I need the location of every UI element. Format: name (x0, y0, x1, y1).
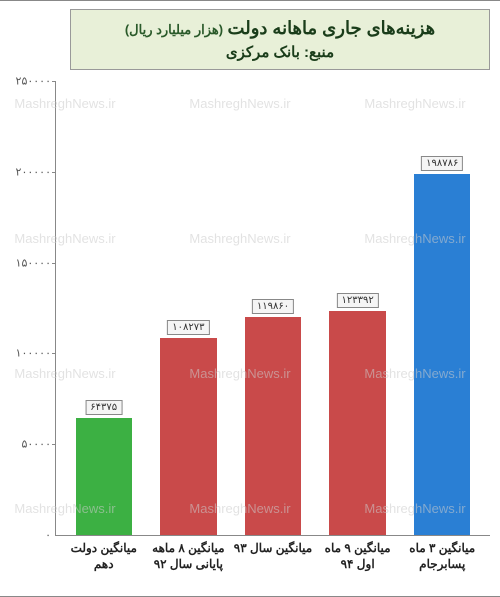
y-tick-label: ۱۰۰۰۰۰ (6, 347, 51, 360)
bar: ۱۹۸۷۸۶ (414, 174, 470, 535)
y-tick-label: ۰ (6, 529, 51, 542)
y-tick-mark (52, 353, 56, 354)
bar-value-label: ۱۰۸۲۷۳ (167, 320, 209, 335)
bar-value-label: ۱۹۸۷۸۶ (421, 156, 463, 171)
x-axis-label: میانگین ۸ ماهه پایانی سال ۹۲ (146, 541, 231, 572)
chart-title-main: هزینه‌های جاری ماهانه دولت (228, 18, 436, 38)
x-axis-label: میانگین ۳ ماه پسابرجام (400, 541, 485, 572)
x-axis-label: میانگین دولت دهم (61, 541, 146, 572)
chart-container: هزینه‌های جاری ماهانه دولت (هزار میلیارد… (0, 0, 500, 597)
bar-value-label: ۶۴۳۷۵ (85, 400, 122, 415)
bar-value-label: ۱۱۹۸۶۰ (252, 299, 294, 314)
chart-title-box: هزینه‌های جاری ماهانه دولت (هزار میلیارد… (70, 9, 490, 70)
y-tick-label: ۲۰۰۰۰۰ (6, 165, 51, 178)
bar-value-label: ۱۲۳۳۹۲ (336, 293, 378, 308)
chart-title-source: منبع: بانک مرکزی (81, 43, 479, 61)
chart-title-sub: (هزار میلیارد ریال) (125, 22, 223, 37)
bar: ۱۰۸۲۷۳ (160, 338, 216, 535)
bar: ۶۴۳۷۵ (76, 418, 132, 535)
y-tick-label: ۱۵۰۰۰۰ (6, 256, 51, 269)
plot-area: ۰۵۰۰۰۰۱۰۰۰۰۰۱۵۰۰۰۰۲۰۰۰۰۰۲۵۰۰۰۰۶۴۳۷۵میانگ… (55, 81, 490, 536)
bar: ۱۱۹۸۶۰ (245, 317, 301, 535)
x-axis-label: میانگین سال ۹۳ (231, 541, 316, 557)
y-tick-label: ۲۵۰۰۰۰ (6, 75, 51, 88)
y-tick-mark (52, 81, 56, 82)
bar: ۱۲۳۳۹۲ (329, 311, 385, 535)
x-axis-label: میانگین ۹ ماه اول ۹۴ (315, 541, 400, 572)
y-tick-mark (52, 444, 56, 445)
y-tick-mark (52, 263, 56, 264)
y-tick-label: ۵۰۰۰۰ (6, 438, 51, 451)
y-tick-mark (52, 172, 56, 173)
